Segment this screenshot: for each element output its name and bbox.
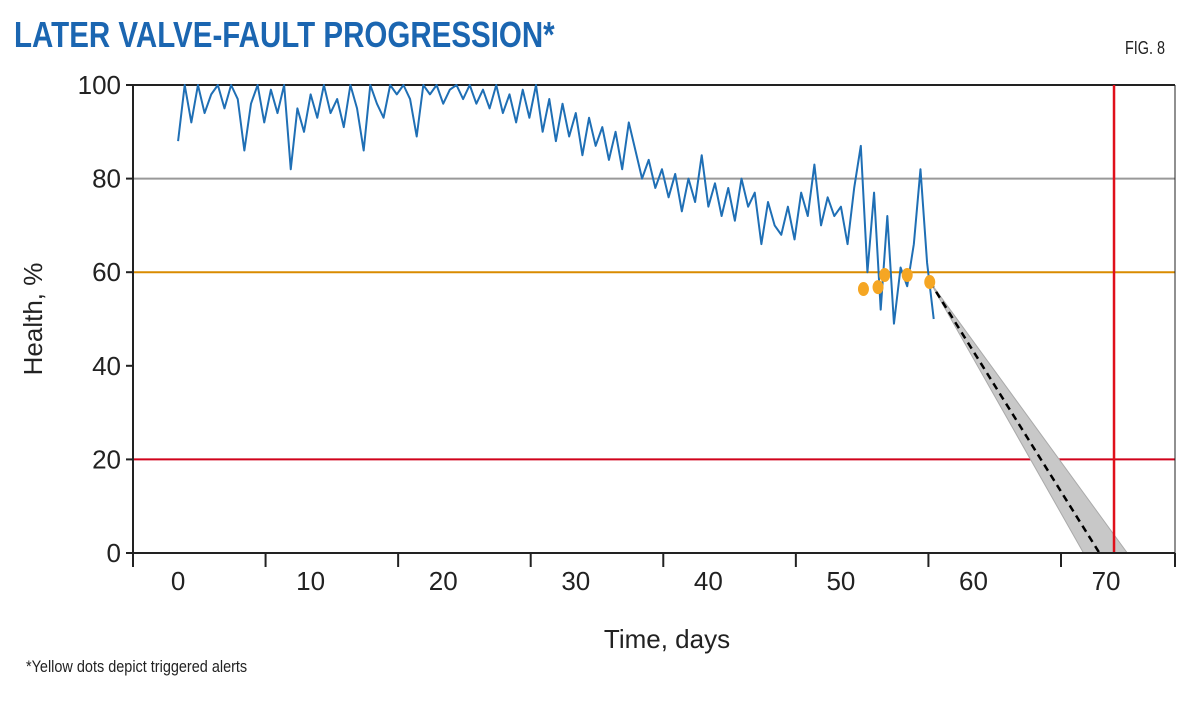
y-axis-label: Health, % [18, 263, 48, 376]
figure-label: FIG. 8 [1125, 38, 1166, 58]
y-tick-label-80: 80 [92, 164, 121, 194]
forecast-confidence-band [929, 281, 1129, 554]
alert-dot-5 [924, 275, 936, 290]
x-axis-label: Time, days [604, 624, 730, 654]
x-tick-label-20: 20 [429, 566, 458, 596]
x-tick-label-0: 0 [171, 566, 185, 596]
alert-dot-2 [872, 280, 884, 295]
chart-title: LATER VALVE-FAULT PROGRESSION* [14, 14, 555, 55]
footnote: *Yellow dots depict triggered alerts [26, 657, 248, 676]
x-tick-label-70: 70 [1092, 566, 1121, 596]
y-tick-label-40: 40 [92, 351, 121, 381]
x-tick-label-30: 30 [561, 566, 590, 596]
y-tick-label-20: 20 [92, 444, 121, 474]
health-series-line [177, 84, 935, 325]
alert-dot-4 [901, 268, 913, 283]
y-tick-label-60: 60 [92, 257, 121, 287]
alert-dot-1 [857, 282, 869, 297]
x-tick-label-10: 10 [296, 566, 325, 596]
forecast-trend-line [928, 280, 1101, 554]
x-tick-label-50: 50 [826, 566, 855, 596]
x-tick-label-40: 40 [694, 566, 723, 596]
y-tick-label-100: 100 [78, 70, 121, 100]
x-tick-label-60: 60 [959, 566, 988, 596]
y-tick-label-0: 0 [107, 538, 121, 568]
alert-dot-3 [879, 268, 891, 283]
